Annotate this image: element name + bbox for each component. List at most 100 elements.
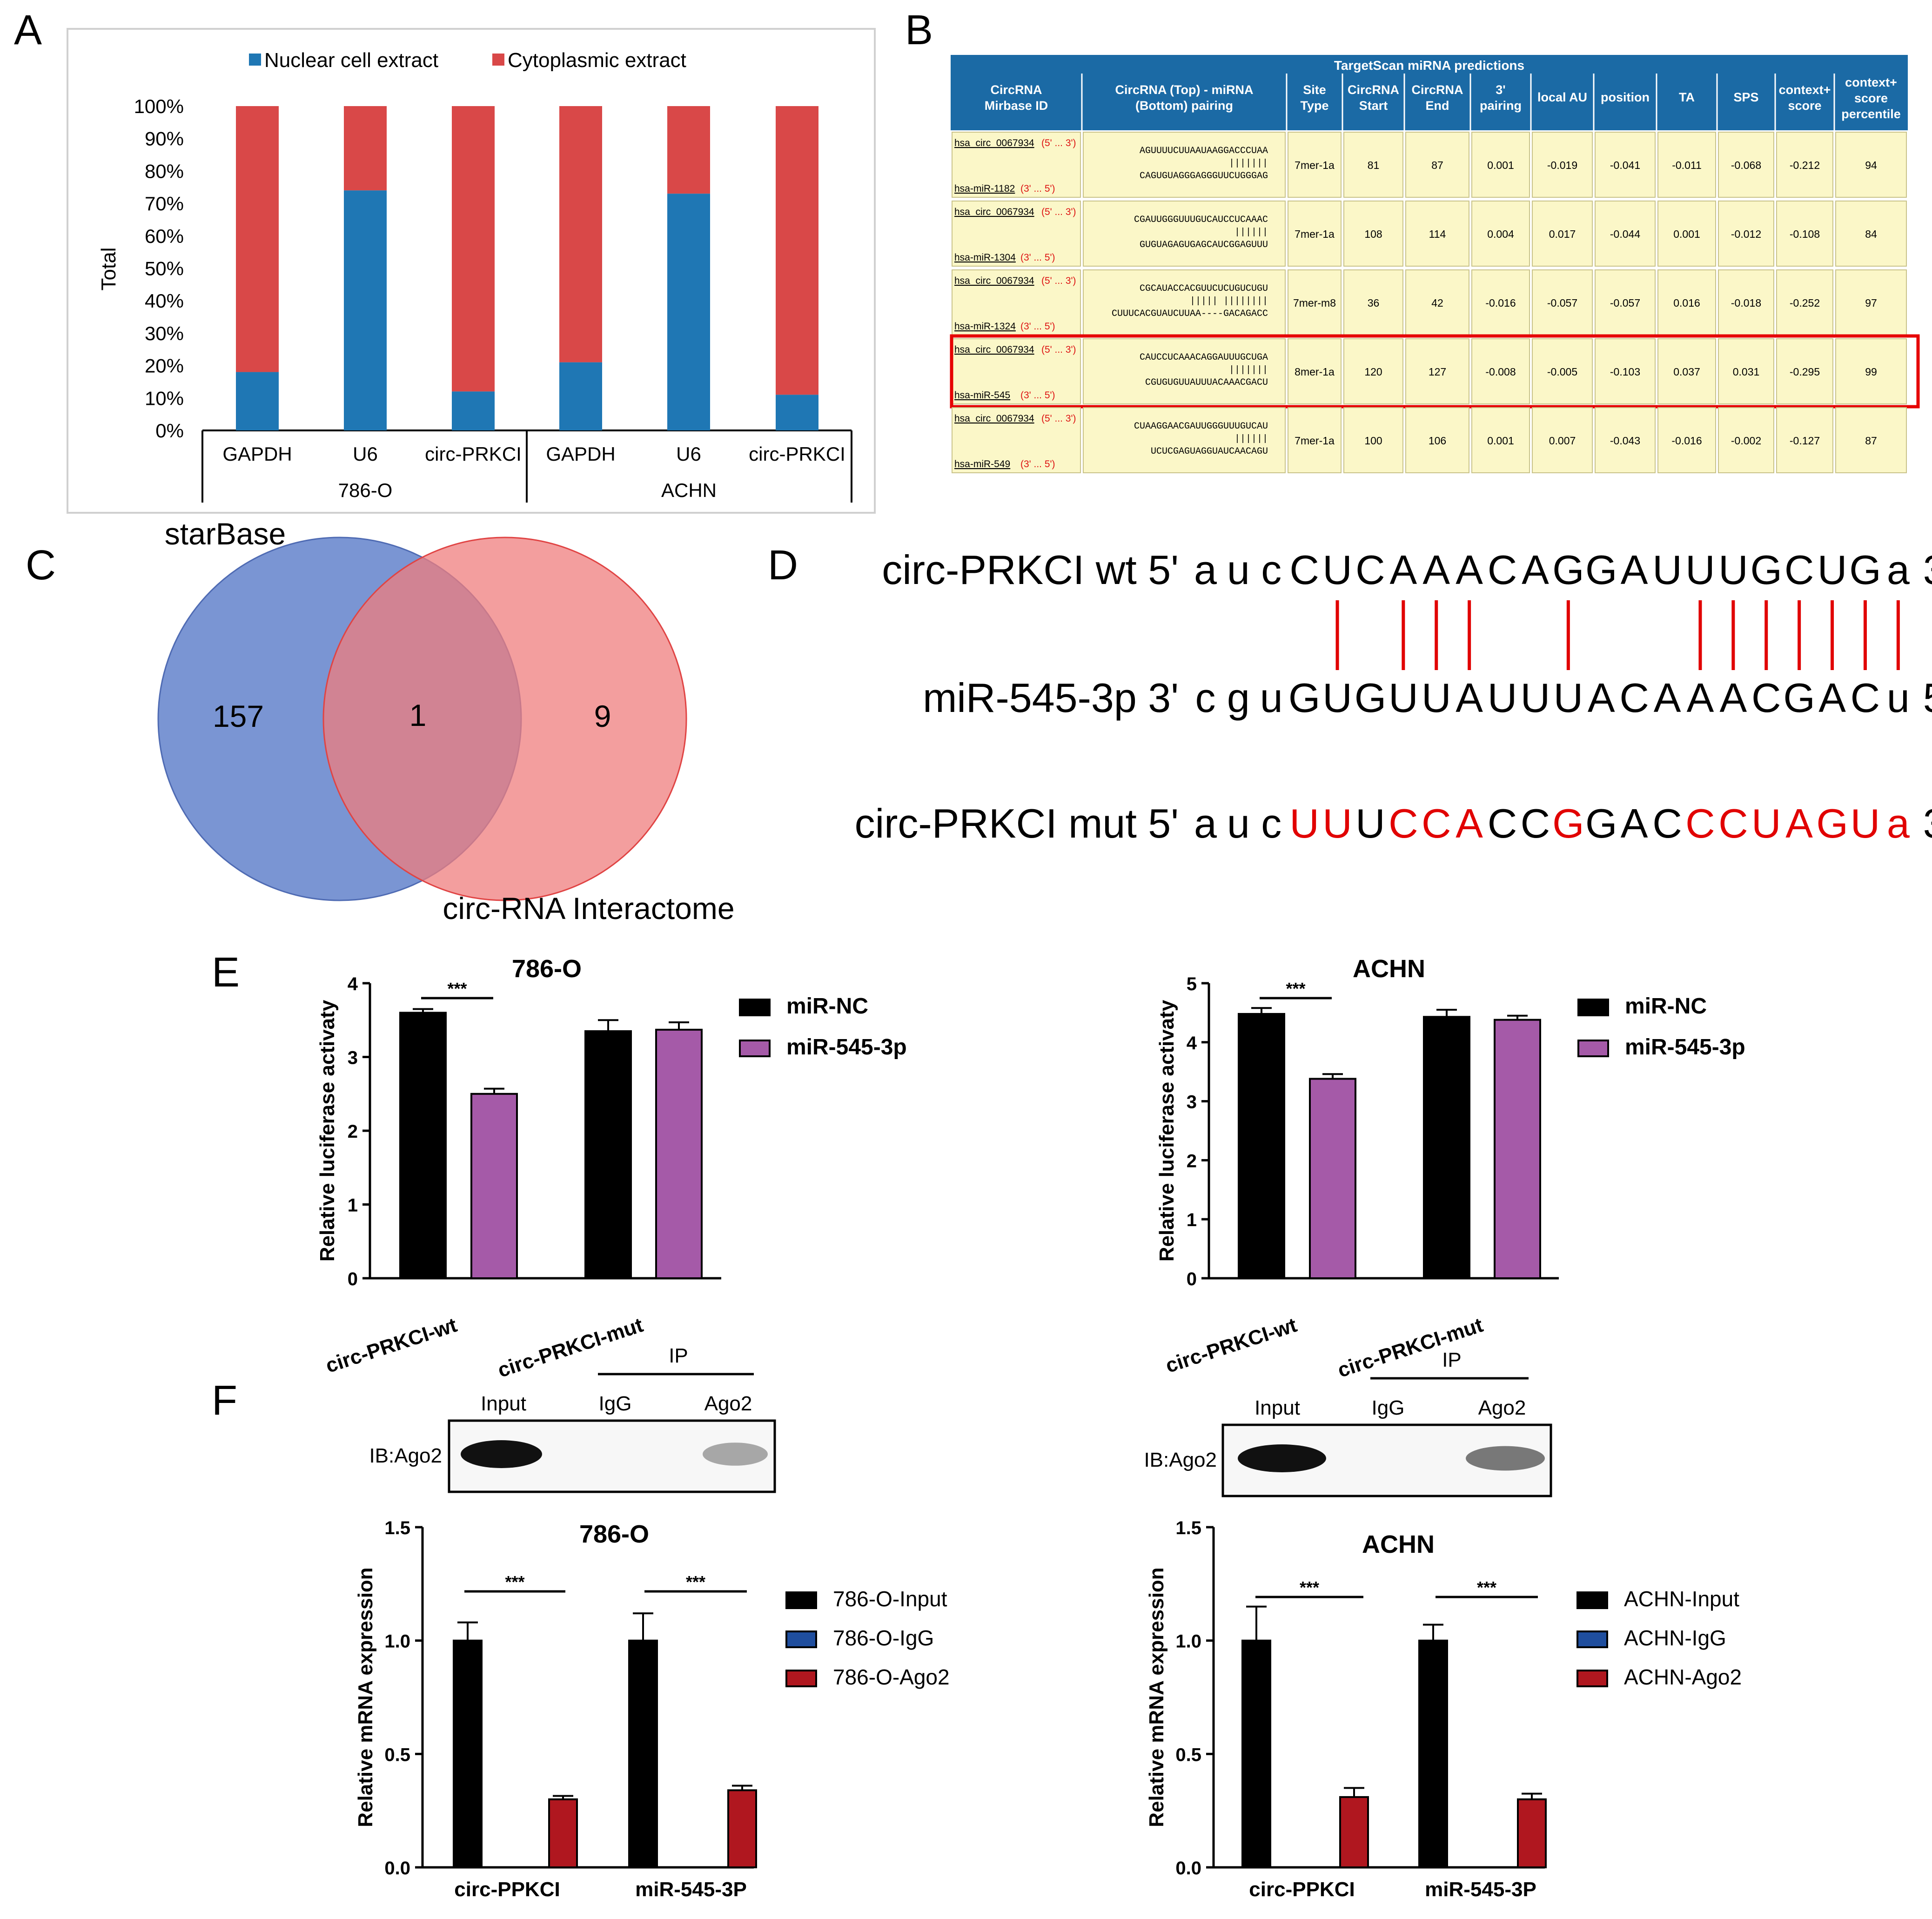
row-value: 7mer-1a	[1295, 159, 1335, 171]
table-header-cell: position	[1601, 90, 1650, 104]
y-axis-label: Relative luciferase activaty	[316, 1000, 339, 1261]
significance-stars: ***	[1477, 1578, 1496, 1597]
mut-seq-nt: U	[1355, 800, 1385, 846]
wt-seq-nt: G	[1849, 547, 1881, 593]
row-value: -0.019	[1547, 159, 1577, 171]
bar-ACHN-Input	[1418, 1639, 1448, 1869]
highlight-box	[950, 334, 1920, 409]
y-tick-label: 90%	[145, 128, 184, 150]
legend-swatch	[739, 999, 771, 1016]
mir-seq-nt: U	[1322, 675, 1352, 721]
table-cell	[1405, 338, 1469, 404]
row-value: 0.007	[1549, 435, 1576, 447]
panel-letter-D: D	[768, 542, 798, 589]
table-cell	[1835, 338, 1907, 404]
wt-seq-nt: c	[1261, 547, 1281, 593]
legend-swatch	[1576, 1670, 1608, 1687]
table-cell	[1595, 132, 1656, 198]
panel-b: TargetScan miRNA predictions CircRNA Mirba…	[950, 55, 1920, 473]
table-cell	[1532, 132, 1593, 198]
bar-cytoplasmic	[344, 106, 387, 191]
legend-swatch	[1576, 1630, 1608, 1648]
row-value: 0.001	[1487, 159, 1514, 171]
table-cell	[1776, 338, 1833, 404]
panel-letter-F: F	[212, 1377, 237, 1424]
row-value: -0.018	[1731, 297, 1761, 309]
chart-title: ACHN	[1353, 955, 1425, 983]
row-pair-bottom: UCUCGAGUAGGUAUCAACAGU	[1151, 446, 1268, 457]
wt-seq-nt: A	[1456, 547, 1483, 593]
y-tick-label: 40%	[145, 290, 184, 312]
row-circ-id: hsa_circ_0067934	[954, 138, 1034, 148]
table-header-cell: Type	[1300, 99, 1328, 113]
wt-seq-nt: a	[1887, 547, 1910, 593]
mir-seq-nt: U	[1521, 675, 1550, 721]
table-header-cell: TA	[1679, 90, 1695, 104]
bar-miR-545-3p	[1309, 1078, 1356, 1280]
legend-swatch	[1577, 999, 1609, 1016]
row-pair-bottom: GUGUAGAGUGAGCAUCGGAGUUU	[1140, 240, 1268, 250]
table-cell	[1657, 132, 1716, 198]
panel-e: 786-O 0 1 2 3 4 Relative luciferase activaty ci…	[316, 955, 1745, 1382]
legend-label: ACHN-IgG	[1624, 1626, 1726, 1650]
row-value: 97	[1865, 297, 1877, 309]
wt-seq-nt: C	[1355, 547, 1385, 593]
row-value: 87	[1865, 435, 1877, 447]
x-tick-label: GAPDH	[546, 443, 615, 465]
blot-ib-label: IB:Ago2	[369, 1444, 442, 1467]
y-axis-label: Relative mRNA expression	[354, 1567, 377, 1827]
row-value: 87	[1431, 159, 1443, 171]
venn-count-both: 1	[409, 698, 427, 732]
blot-lane-label: IgG	[1372, 1396, 1405, 1419]
legend-swatch	[785, 1630, 817, 1648]
y-tick-label: 10%	[145, 387, 184, 409]
wt-seq-nt: A	[1522, 547, 1549, 593]
mir-seq-nt: U	[1389, 675, 1418, 721]
x-tick-label: circ-PRKCI	[749, 443, 845, 465]
y-tick-label: 1.5	[1175, 1518, 1201, 1538]
wt-seq-nt: U	[1718, 547, 1748, 593]
mir-seq-nt: G	[1355, 675, 1386, 721]
row-circ-id: hsa_circ_0067934	[954, 413, 1034, 424]
row-value: -0.016	[1485, 297, 1516, 309]
x-tick-label: miR-545-3P	[1425, 1878, 1536, 1901]
wt-seq-nt: a	[1194, 547, 1217, 593]
row-value: -0.103	[1610, 366, 1640, 378]
y-tick-label: 5	[1187, 974, 1197, 994]
mut-seq-label: circ-PRKCI mut 5'	[855, 800, 1179, 846]
y-tick-label: 3	[1187, 1092, 1197, 1113]
row-value: 7mer-1a	[1295, 228, 1335, 240]
x-tick-label: U6	[676, 443, 701, 465]
row-value: -0.008	[1485, 366, 1516, 378]
row-value: -0.043	[1610, 435, 1640, 447]
wt-seq-nt: U	[1652, 547, 1682, 593]
table-cell	[1532, 338, 1593, 404]
row-value: 0.016	[1673, 297, 1700, 309]
table-cell	[1657, 338, 1716, 404]
table-cell	[952, 132, 1081, 198]
bar-miR-545-3p	[655, 1028, 703, 1279]
bar-nuclear	[667, 194, 710, 430]
blot-band	[1466, 1446, 1545, 1471]
y-tick-label: 50%	[145, 258, 184, 280]
table-cell	[1595, 201, 1656, 267]
mir-seq-nt: A	[1818, 675, 1846, 721]
y-tick-label: 0.5	[384, 1745, 410, 1765]
mut-seq-nt: U	[1289, 800, 1319, 846]
table-header-cell: context+	[1845, 75, 1897, 89]
mir-seq-nt: C	[1851, 675, 1880, 721]
table-cell	[1288, 407, 1342, 473]
table-cell	[1471, 201, 1530, 267]
bar-ACHN-Ago2	[1517, 1798, 1547, 1869]
table-cell	[1471, 407, 1530, 473]
mut-seq-nt: c	[1261, 800, 1281, 846]
y-tick-label: 0.0	[1175, 1858, 1201, 1879]
blot-band	[703, 1443, 768, 1466]
table-header-cell: score	[1854, 91, 1888, 105]
x-tick-label: GAPDH	[222, 443, 292, 465]
legend-label: 786-O-IgG	[833, 1626, 934, 1650]
legend-label: miR-545-3p	[786, 1035, 907, 1060]
table-header-cell: CircRNA (Top) - miRNA	[1115, 83, 1254, 97]
significance-stars: ***	[505, 1572, 524, 1591]
